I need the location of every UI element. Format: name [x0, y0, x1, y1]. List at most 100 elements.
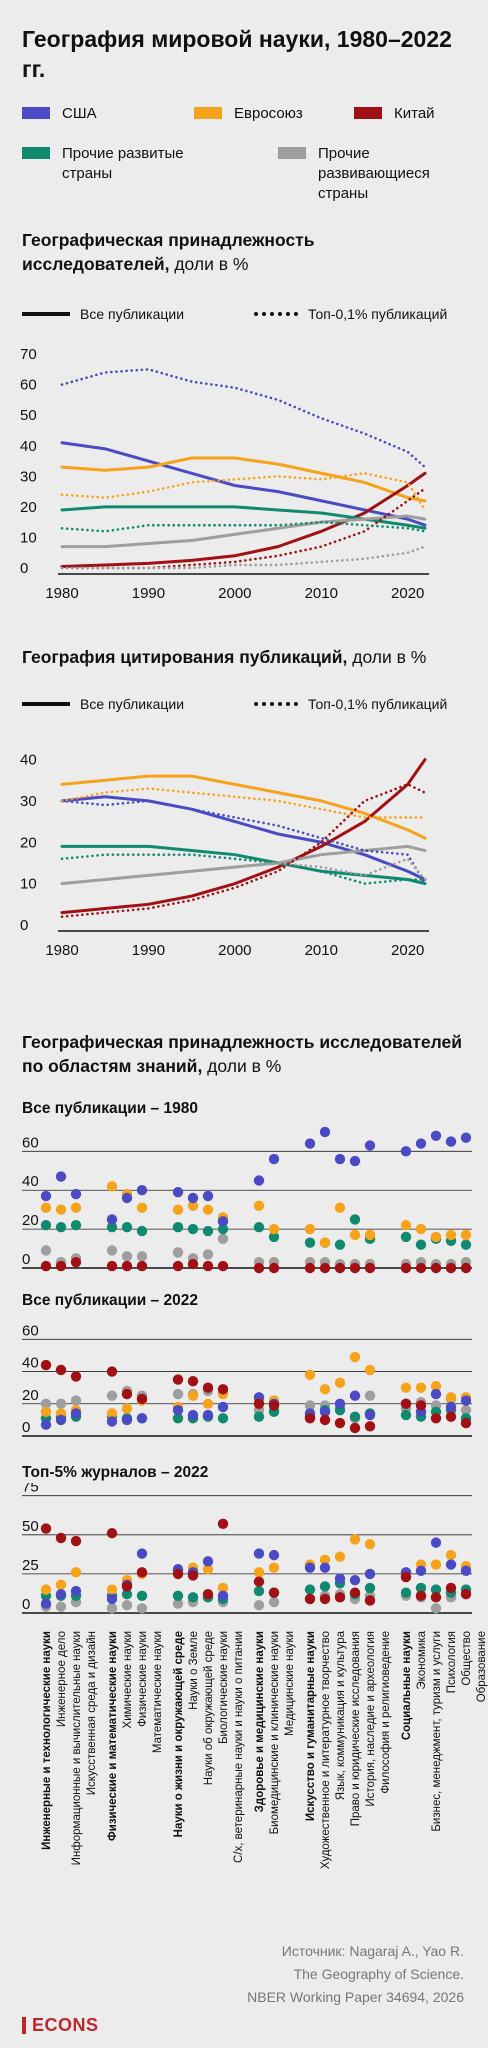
legend-label-eu: Евросоюз: [234, 105, 303, 122]
source-line-2: The Geography of Science.: [293, 1966, 464, 1982]
category-label: Инженерные и технологические науки: [41, 1631, 53, 1850]
dot-прочие-развивающиеся-страны: [40, 1398, 52, 1409]
y-tick-label: 10: [20, 529, 37, 546]
dot-прочие-развитые-страны: [136, 1225, 148, 1237]
dot-китай: [445, 1262, 457, 1274]
main-title: География мировой науки, 1980–2022 гг.: [22, 26, 452, 82]
dot-сша: [430, 1537, 442, 1548]
section-title-researchers: Географическая принадлежность исследоват…: [22, 228, 362, 276]
dot-евросоюз: [415, 1223, 427, 1235]
panel-title-2022: Все публикации – 2022: [22, 1292, 198, 1309]
y-tick-label: 10: [20, 876, 37, 893]
dot-сша: [349, 1155, 361, 1167]
dot-китай: [253, 1576, 265, 1587]
dot-сша: [136, 1548, 148, 1559]
legend-swatch-usa: [22, 107, 50, 119]
category-label: Науки о жизни и окружающей среде: [173, 1631, 185, 1837]
dot-сша: [349, 1390, 361, 1401]
dot-прочие-развитые-страны: [268, 1231, 280, 1243]
x-tick-label: 1980: [45, 942, 78, 959]
dot-китай: [334, 1417, 346, 1429]
y-tick-label: 50: [20, 407, 37, 424]
dot-сша: [172, 1405, 184, 1416]
section-title-citations: География цитирования публикаций, доли в…: [22, 645, 472, 669]
dot-прочие-развивающиеся-страны: [253, 1599, 265, 1611]
dot-прочие-развитые-страны: [217, 1413, 229, 1424]
dot-китай: [40, 1260, 52, 1272]
solid-line-swatch: [22, 702, 70, 706]
dot-сша: [106, 1214, 118, 1225]
x-tick-label: 1990: [132, 585, 165, 602]
y-tick-label: 20: [22, 1387, 39, 1404]
dot-прочие-развитые-страны: [172, 1590, 184, 1601]
dot-прочие-развитые-страны: [70, 1220, 82, 1231]
series-line-dotted-сша: [60, 368, 427, 469]
dot-китай: [304, 1262, 316, 1274]
dot-китай: [172, 1374, 184, 1385]
dot-сша: [40, 1419, 52, 1430]
dot-китай: [187, 1376, 199, 1387]
dot-прочие-развивающиеся-страны: [202, 1249, 214, 1260]
dot-евросоюз: [430, 1231, 442, 1243]
dot-сша: [253, 1175, 265, 1186]
dot-китай: [349, 1422, 361, 1434]
dot-сша: [268, 1549, 280, 1561]
line-legend-all-2: Все публикации: [22, 696, 184, 712]
dot-сша: [202, 1190, 214, 1202]
dot-китай: [364, 1421, 376, 1432]
dot-китай: [400, 1262, 412, 1274]
dot-прочие-развитые-страны: [217, 1223, 229, 1235]
y-tick-label: 50: [22, 1518, 39, 1535]
logo-text: ECONS: [32, 2015, 99, 2035]
dot-китай: [319, 1262, 331, 1274]
dot-прочие-развивающиеся-страны: [136, 1603, 148, 1614]
dot-китай: [172, 1260, 184, 1272]
dot-прочие-развивающиеся-страны: [106, 1390, 118, 1401]
series-line-dotted-евросоюз: [60, 471, 427, 512]
dot-сша: [268, 1153, 280, 1165]
dot-сша: [187, 1192, 199, 1204]
dot-китай: [40, 1359, 52, 1371]
dot-евросоюз: [415, 1382, 427, 1393]
dot-китай: [121, 1388, 133, 1400]
dot-сша: [187, 1409, 199, 1421]
legend-item-china: Китай: [354, 104, 435, 124]
dot-китай: [430, 1262, 442, 1274]
y-tick-label: 30: [20, 793, 37, 810]
dot-евросоюз: [187, 1200, 199, 1211]
x-tick-label: 2020: [391, 942, 424, 959]
dot-прочие-развитые-страны: [349, 1411, 361, 1422]
y-tick-label: 40: [20, 438, 37, 455]
dot-евросоюз: [445, 1549, 457, 1561]
series-line-solid-сша: [60, 441, 427, 527]
panel-title-top5: Топ-5% журналов – 2022: [22, 1464, 209, 1481]
dot-сша: [364, 1140, 376, 1151]
dot-китай: [121, 1581, 133, 1592]
dot-прочие-развивающиеся-страны: [55, 1601, 67, 1612]
category-label: Химические науки: [122, 1631, 134, 1728]
series-line-solid-евросоюз: [60, 456, 427, 503]
dot-евросоюз: [40, 1406, 52, 1418]
dot-евросоюз: [364, 1229, 376, 1241]
dot-прочие-развивающиеся-страны: [121, 1599, 133, 1611]
panel-title-1980: Все публикации – 1980: [22, 1100, 198, 1117]
dot-прочие-развивающиеся-страны: [172, 1388, 184, 1400]
dot-сша: [217, 1216, 229, 1227]
dot-китай: [202, 1382, 214, 1393]
y-tick-label: 20: [20, 834, 37, 851]
dot-китай: [106, 1260, 118, 1272]
dot-прочие-развитые-страны: [172, 1221, 184, 1233]
dot-китай: [268, 1587, 280, 1598]
dot-китай: [415, 1262, 427, 1274]
dot-прочие-развивающиеся-страны: [460, 1405, 472, 1416]
y-tick-label: 0: [22, 1419, 30, 1436]
x-tick-label: 2010: [305, 585, 338, 602]
dot-евросоюз: [55, 1579, 67, 1591]
dot-евросоюз: [430, 1380, 442, 1392]
dot-евросоюз: [106, 1408, 118, 1419]
dot-евросоюз: [217, 1582, 229, 1594]
dot-прочие-развивающиеся-страны: [70, 1395, 82, 1406]
legend-swatch-other-developing: [278, 147, 306, 159]
dot-прочие-развитые-страны: [400, 1231, 412, 1243]
category-label: Информационные и вычислительные науки: [71, 1631, 83, 1865]
